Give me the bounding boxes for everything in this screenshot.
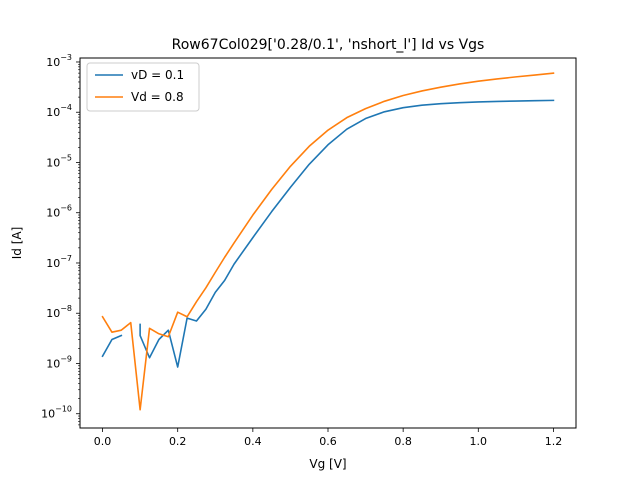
y-tick-base: 10 [46, 156, 60, 169]
y-tick-exponent: −6 [60, 204, 72, 213]
y-tick-base: 10 [46, 207, 60, 220]
y-tick-exponent: −7 [60, 254, 72, 263]
legend-label-vd-0.8: Vd = 0.8 [131, 90, 184, 104]
y-tick-exponent: −3 [60, 53, 72, 62]
x-tick-label: 1.0 [470, 435, 488, 448]
y-tick-base: 10 [46, 106, 60, 119]
y-tick-exponent: −9 [60, 354, 72, 363]
y-tick-base: 10 [46, 257, 60, 270]
y-tick-base: 10 [41, 408, 55, 421]
x-tick-label: 0.6 [319, 435, 337, 448]
x-tick-label: 0.4 [244, 435, 262, 448]
chart-title: Row67Col029['0.28/0.1', 'nshort_l'] Id v… [172, 37, 485, 53]
x-axis-label: Vg [V] [309, 457, 346, 471]
y-tick-base: 10 [46, 307, 60, 320]
y-tick-base: 10 [46, 357, 60, 370]
legend: vD = 0.1 Vd = 0.8 [87, 63, 199, 111]
x-tick-label: 1.2 [545, 435, 563, 448]
x-tick-label: 0.8 [394, 435, 412, 448]
y-tick-exponent: −8 [60, 304, 72, 313]
x-tick-label: 0.2 [169, 435, 187, 448]
legend-label-vd-0.1: vD = 0.1 [131, 68, 184, 82]
y-tick-exponent: −4 [60, 103, 72, 112]
x-tick-label: 0.0 [94, 435, 112, 448]
y-tick-base: 10 [46, 56, 60, 69]
y-tick-exponent: −5 [60, 153, 72, 162]
y-axis-label: Id [A] [10, 227, 24, 260]
y-tick-exponent: −10 [55, 405, 72, 414]
